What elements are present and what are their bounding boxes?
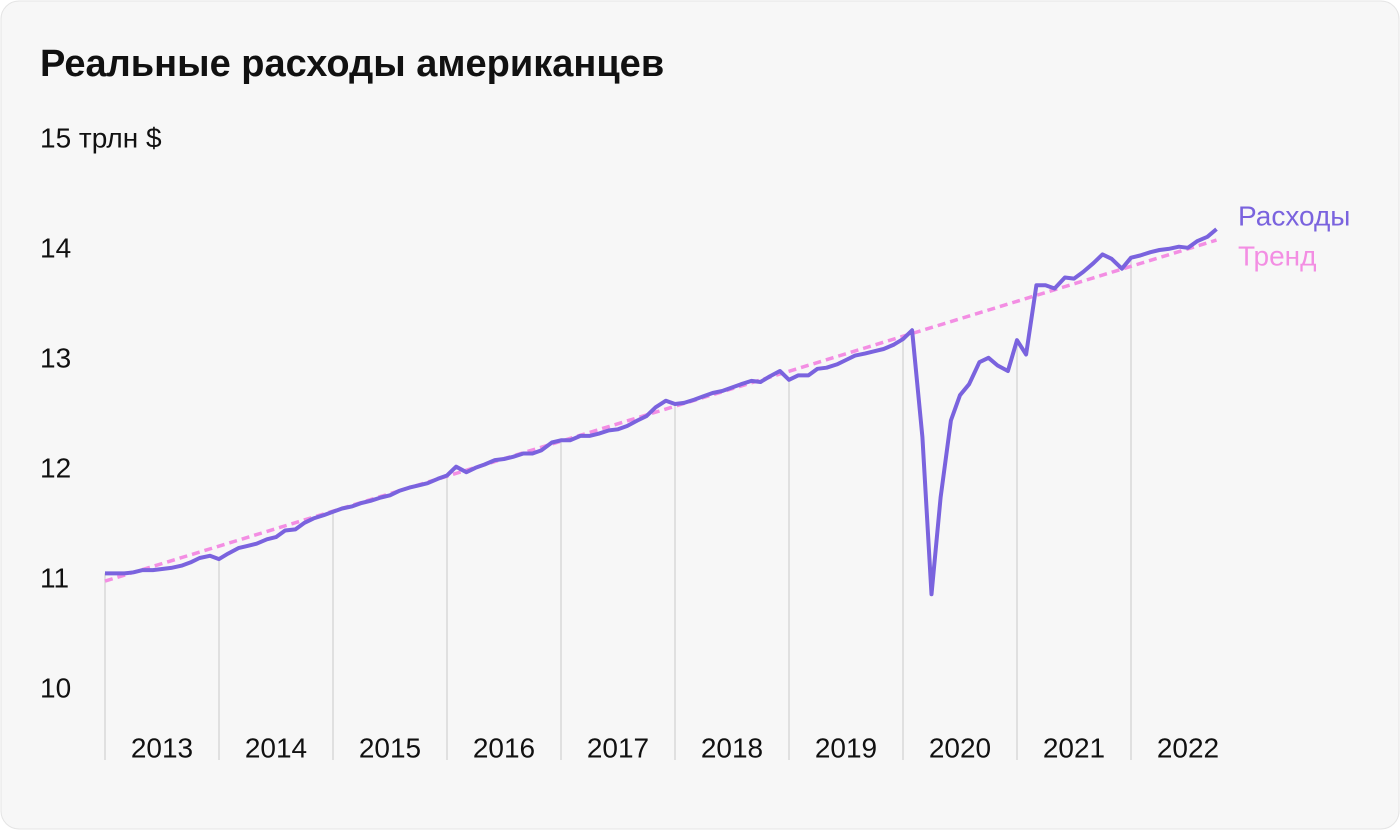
x-tick-label: 2014 [245,732,307,763]
y-tick-label: 10 [40,672,71,703]
x-tick-label: 2018 [701,732,763,763]
x-tick-label: 2021 [1043,732,1105,763]
y-tick-label: 13 [40,342,71,373]
y-tick-label: 12 [40,452,71,483]
series-line [105,227,1218,597]
x-tick-label: 2013 [131,732,193,763]
chart-title: Реальные расходы американцев [40,43,664,85]
y-tick-label: 15 трлн $ [40,122,162,153]
y-tick-label: 14 [40,232,71,263]
legend-label: Расходы [1238,200,1350,231]
x-tick-label: 2022 [1157,732,1219,763]
x-tick-label: 2019 [815,732,877,763]
x-tick-label: 2016 [473,732,535,763]
x-tick-label: 2017 [587,732,649,763]
legend-label: Тренд [1238,240,1316,271]
x-tick-label: 2015 [359,732,421,763]
x-tick-label: 2020 [929,732,991,763]
y-tick-label: 11 [40,562,69,593]
trend-line [104,238,1218,583]
